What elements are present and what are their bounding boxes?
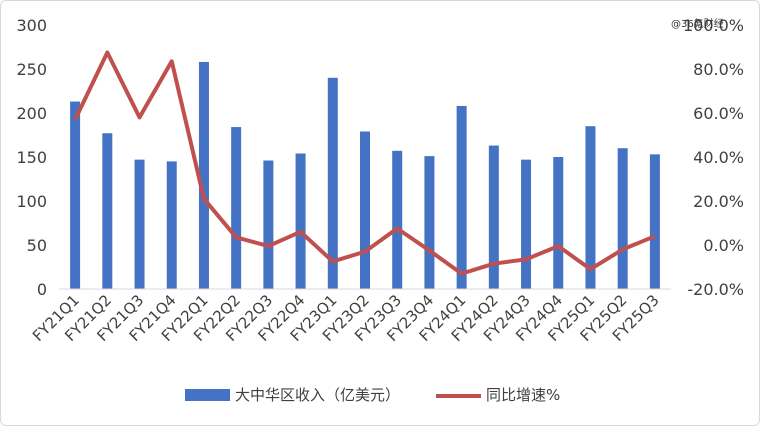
- bar-FY23Q2: [360, 131, 370, 289]
- y-left-tick: 250: [16, 60, 47, 79]
- y-axis-left-ticks: 0 50 100 150 200 250 300: [16, 16, 47, 299]
- y-right-tick: 80.0%: [693, 60, 744, 79]
- y-right-tick: 40.0%: [693, 148, 744, 167]
- y-axis-right-ticks: -20.0%0.0%20.0%40.0%60.0%80.0%100.0%: [683, 16, 744, 299]
- legend-swatch-revenue: [185, 389, 230, 401]
- y-left-tick: 50: [27, 236, 47, 255]
- bar-FY23Q4: [424, 156, 434, 289]
- y-right-tick: 0.0%: [703, 236, 744, 255]
- bar-FY24Q3: [521, 160, 531, 289]
- bar-FY25Q3: [650, 154, 660, 289]
- bar-FY22Q3: [263, 161, 273, 289]
- y-right-tick: 60.0%: [693, 104, 744, 123]
- bar-FY25Q2: [618, 148, 628, 289]
- y-left-tick: 0: [37, 280, 47, 299]
- watermark: @36氪财经: [671, 17, 724, 30]
- y-left-tick: 150: [16, 148, 47, 167]
- legend: 大中华区收入（亿美元） 同比增速%: [185, 386, 560, 404]
- legend-label-growth: 同比增速%: [486, 386, 560, 404]
- bar-FY21Q1: [70, 102, 80, 289]
- bar-FY23Q3: [392, 151, 402, 289]
- bar-FY21Q4: [167, 161, 177, 289]
- bar-FY21Q2: [102, 133, 112, 289]
- y-left-tick: 100: [16, 192, 47, 211]
- y-right-tick: 20.0%: [693, 192, 744, 211]
- legend-label-revenue: 大中华区收入（亿美元）: [235, 386, 400, 404]
- y-left-tick: 200: [16, 104, 47, 123]
- y-right-tick: -20.0%: [687, 280, 744, 299]
- bar-FY24Q2: [489, 146, 499, 289]
- y-left-tick: 300: [16, 16, 47, 35]
- x-axis-ticks: FY21Q1FY21Q2FY21Q3FY21Q4FY22Q1FY22Q2FY22…: [29, 291, 663, 345]
- bar-FY22Q4: [296, 153, 306, 289]
- bar-FY24Q4: [553, 157, 563, 289]
- bar-FY24Q1: [457, 106, 467, 289]
- bar-FY22Q2: [231, 127, 241, 289]
- bar-FY21Q3: [135, 160, 145, 289]
